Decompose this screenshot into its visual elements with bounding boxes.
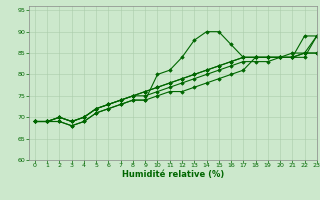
- X-axis label: Humidité relative (%): Humidité relative (%): [122, 170, 224, 179]
